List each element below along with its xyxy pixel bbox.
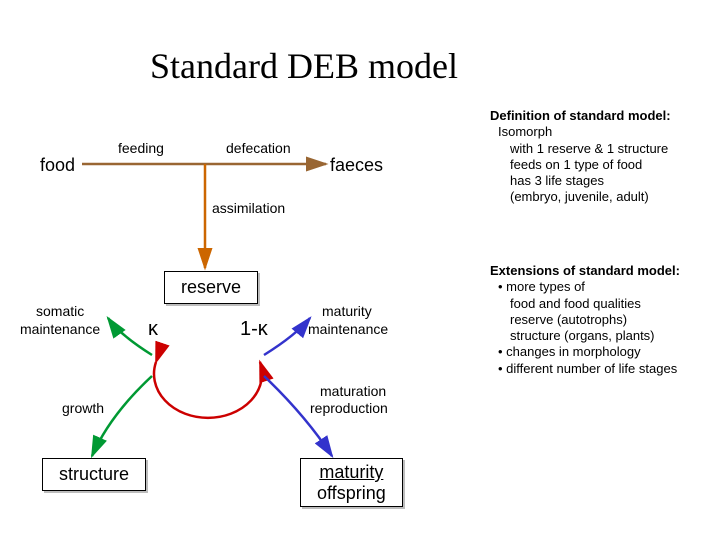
- box-maturity-offspring: maturity offspring: [300, 458, 403, 507]
- label-assimilation: assimilation: [212, 200, 285, 216]
- box-structure: structure: [42, 458, 146, 491]
- label-maturity-maint-1: maturity: [322, 303, 372, 319]
- extensions-line: reserve (autotrophs): [490, 312, 680, 328]
- label-defecation: defecation: [226, 140, 291, 156]
- definition-line: has 3 life stages: [490, 173, 671, 189]
- label-one-minus-kappa: 1-κ: [240, 318, 268, 341]
- definition-line: (embryo, juvenile, adult): [490, 189, 671, 205]
- definition-text: Definition of standard model: Isomorph w…: [490, 108, 671, 206]
- extensions-line: • more types of: [490, 279, 680, 295]
- label-maturity-maint-2: maintenance: [308, 321, 388, 337]
- label-maintenance-somatic: maintenance: [20, 321, 100, 337]
- box-reserve: reserve: [164, 271, 258, 304]
- arrow-maturity-maintenance: [264, 318, 310, 355]
- definition-line: Isomorph: [490, 124, 671, 140]
- extensions-text: Extensions of standard model: • more typ…: [490, 263, 680, 377]
- kappa-arc: [154, 362, 262, 418]
- definition-line: feeds on 1 type of food: [490, 157, 671, 173]
- definition-header: Definition of standard model:: [490, 108, 671, 124]
- extensions-line: • changes in morphology: [490, 344, 680, 360]
- label-somatic: somatic: [36, 303, 84, 319]
- extensions-line: • different number of life stages: [490, 361, 680, 377]
- label-reproduction: reproduction: [310, 400, 388, 416]
- extensions-line: food and food qualities: [490, 296, 680, 312]
- box-offspring-line: offspring: [317, 483, 386, 504]
- extensions-header: Extensions of standard model:: [490, 263, 680, 279]
- label-faeces: faeces: [330, 155, 383, 176]
- arrow-growth: [92, 376, 152, 456]
- box-maturity-line: maturity: [317, 462, 386, 483]
- label-feeding: feeding: [118, 140, 164, 156]
- label-food: food: [40, 155, 75, 176]
- label-growth: growth: [62, 400, 104, 416]
- page-title: Standard DEB model: [150, 45, 458, 87]
- extensions-line: structure (organs, plants): [490, 328, 680, 344]
- label-kappa: κ: [148, 318, 158, 341]
- label-maturation: maturation: [320, 383, 386, 399]
- diagram-stage: Standard DEB model food feeding defecati…: [0, 0, 720, 540]
- definition-line: with 1 reserve & 1 structure: [490, 141, 671, 157]
- arrow-somatic-maintenance: [108, 318, 152, 355]
